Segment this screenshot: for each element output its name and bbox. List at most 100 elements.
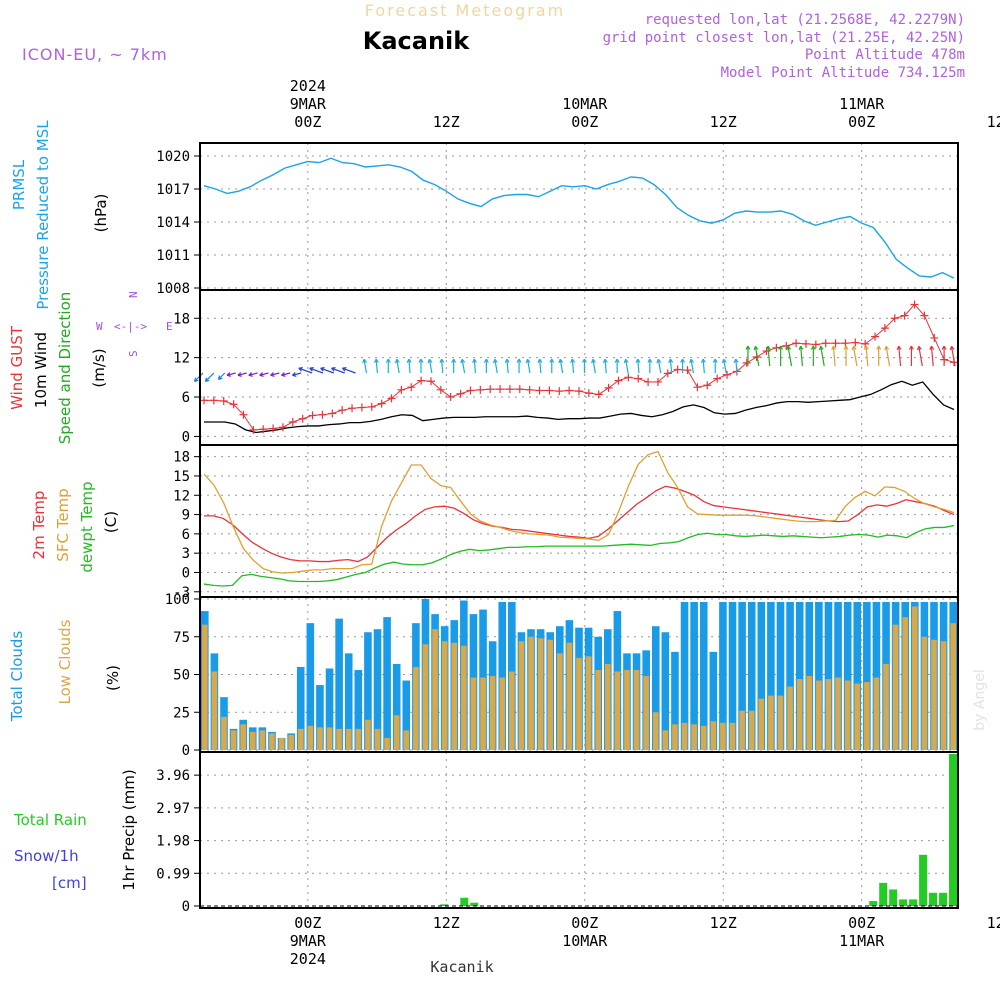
- low-cloud-bar: [643, 676, 649, 750]
- wind-direction-arrow: [226, 372, 236, 377]
- wind-direction-arrow: [204, 372, 215, 383]
- arrow-head: [831, 345, 837, 350]
- low-cloud-bar: [461, 645, 467, 750]
- total-cloud-bar: [373, 629, 382, 750]
- top-time-label: 00Z: [848, 113, 875, 131]
- arrow-shaft: [754, 346, 760, 367]
- low-cloud-bar: [691, 724, 697, 750]
- arrow-head: [778, 345, 784, 350]
- low-cloud-bar: [480, 677, 486, 750]
- arrow-head: [863, 345, 869, 350]
- wind-direction-arrow: [778, 345, 784, 366]
- gust-marker: [663, 369, 672, 378]
- low-cloud-bar: [345, 728, 352, 750]
- low-cloud-bar: [249, 731, 256, 750]
- low-cloud-bar: [873, 677, 880, 750]
- precip-bar: [879, 882, 888, 906]
- total-cloud-bar: [325, 668, 334, 750]
- arrow-head: [818, 345, 824, 351]
- arrow-head: [753, 345, 759, 351]
- ytick-label-0-4: 1020: [156, 149, 190, 165]
- precip-bar: [919, 854, 928, 906]
- total-cloud-bar: [776, 602, 785, 750]
- total-cloud-bar: [690, 602, 698, 750]
- precip-bar: [899, 899, 908, 906]
- arrow-shaft: [363, 359, 368, 374]
- low-cloud-bar: [624, 669, 630, 750]
- arrow-head: [843, 345, 849, 350]
- bottom-year-label: 2024: [290, 950, 326, 968]
- gust-marker: [644, 377, 653, 386]
- arrow-head: [570, 358, 576, 363]
- wind-direction-label: Speed and Direction: [56, 292, 74, 445]
- low-cloud-bar: [509, 671, 515, 750]
- total-cloud-bar: [834, 602, 842, 750]
- pressure-line: [203, 157, 955, 279]
- arrow-head: [331, 367, 336, 372]
- arrow-shaft: [473, 359, 477, 374]
- total-cloud-bar: [719, 602, 727, 750]
- ytick-label-1-1: 6: [182, 390, 190, 406]
- gust-marker: [515, 385, 524, 394]
- bottom-date-label: 10MAR: [562, 932, 608, 950]
- arrow-head: [689, 358, 694, 364]
- low-cloud-bar: [662, 730, 669, 750]
- arrow-shaft: [237, 372, 247, 376]
- arrow-head: [602, 358, 608, 363]
- low-cloud-bar: [566, 642, 573, 750]
- wind-direction-arrow: [623, 358, 629, 374]
- wind-direction-arrow: [298, 367, 313, 374]
- top-time-label: 00Z: [294, 113, 321, 131]
- arrow-shaft: [539, 359, 542, 374]
- arrow-head: [786, 345, 792, 351]
- wind-direction-arrow: [331, 367, 345, 374]
- arrow-head: [896, 345, 902, 350]
- gust-marker: [851, 338, 860, 347]
- low-cloud-bar: [365, 719, 371, 750]
- arrow-head: [549, 358, 555, 363]
- total-cloud-bar: [392, 663, 401, 750]
- low-cloud-bar: [796, 679, 803, 750]
- low-cloud-bar: [317, 727, 323, 750]
- top-date-label: 9MAR: [290, 95, 327, 113]
- gust-marker: [328, 409, 337, 418]
- gust-marker: [584, 389, 593, 398]
- low-cloud-bar: [278, 737, 285, 750]
- arrow-shaft: [440, 359, 444, 374]
- precip-bar: [869, 901, 878, 906]
- wind-direction-arrow: [439, 358, 445, 374]
- low-cloud-bar: [297, 728, 304, 750]
- bottom-time-label: 12Z: [710, 914, 737, 932]
- arrow-head: [504, 358, 510, 363]
- total-cloud-bar: [824, 602, 833, 750]
- total-cloud-bar: [815, 602, 823, 750]
- arrow-head: [394, 358, 400, 364]
- low-cloud-bar: [441, 641, 448, 750]
- ytick-label-1-2: 12: [173, 351, 190, 367]
- wind-direction-arrow: [656, 358, 662, 374]
- gust-marker: [476, 385, 485, 394]
- wind-direction-arrow: [700, 358, 706, 374]
- total-cloud-bar: [853, 602, 862, 750]
- arrow-head: [876, 345, 882, 350]
- gust-marker: [426, 377, 435, 386]
- wind-direction-arrow: [851, 345, 858, 367]
- wind-direction-arrow: [831, 345, 837, 367]
- wind-direction-arrow: [558, 358, 564, 374]
- total-cloud-bar: [872, 602, 881, 750]
- gust-marker: [209, 396, 218, 405]
- low-cloud-bar: [652, 712, 659, 750]
- arrow-shaft: [259, 372, 269, 376]
- wind-gust-label: Wind GUST: [8, 325, 26, 410]
- low-cloud-bar: [384, 737, 390, 750]
- wind-direction-arrow: [427, 358, 433, 374]
- precip-bar: [889, 889, 898, 906]
- compass-arrow: <-|->: [114, 320, 147, 333]
- arrow-shaft: [918, 346, 923, 367]
- low-cloud-bar: [844, 680, 851, 750]
- arrow-shaft: [702, 359, 705, 374]
- gust-marker: [229, 400, 238, 409]
- arrow-shaft: [461, 359, 466, 374]
- ytick-label-0-2: 1014: [156, 215, 190, 231]
- pressure-label-msl: Pressure Reduced to MSL: [34, 120, 52, 310]
